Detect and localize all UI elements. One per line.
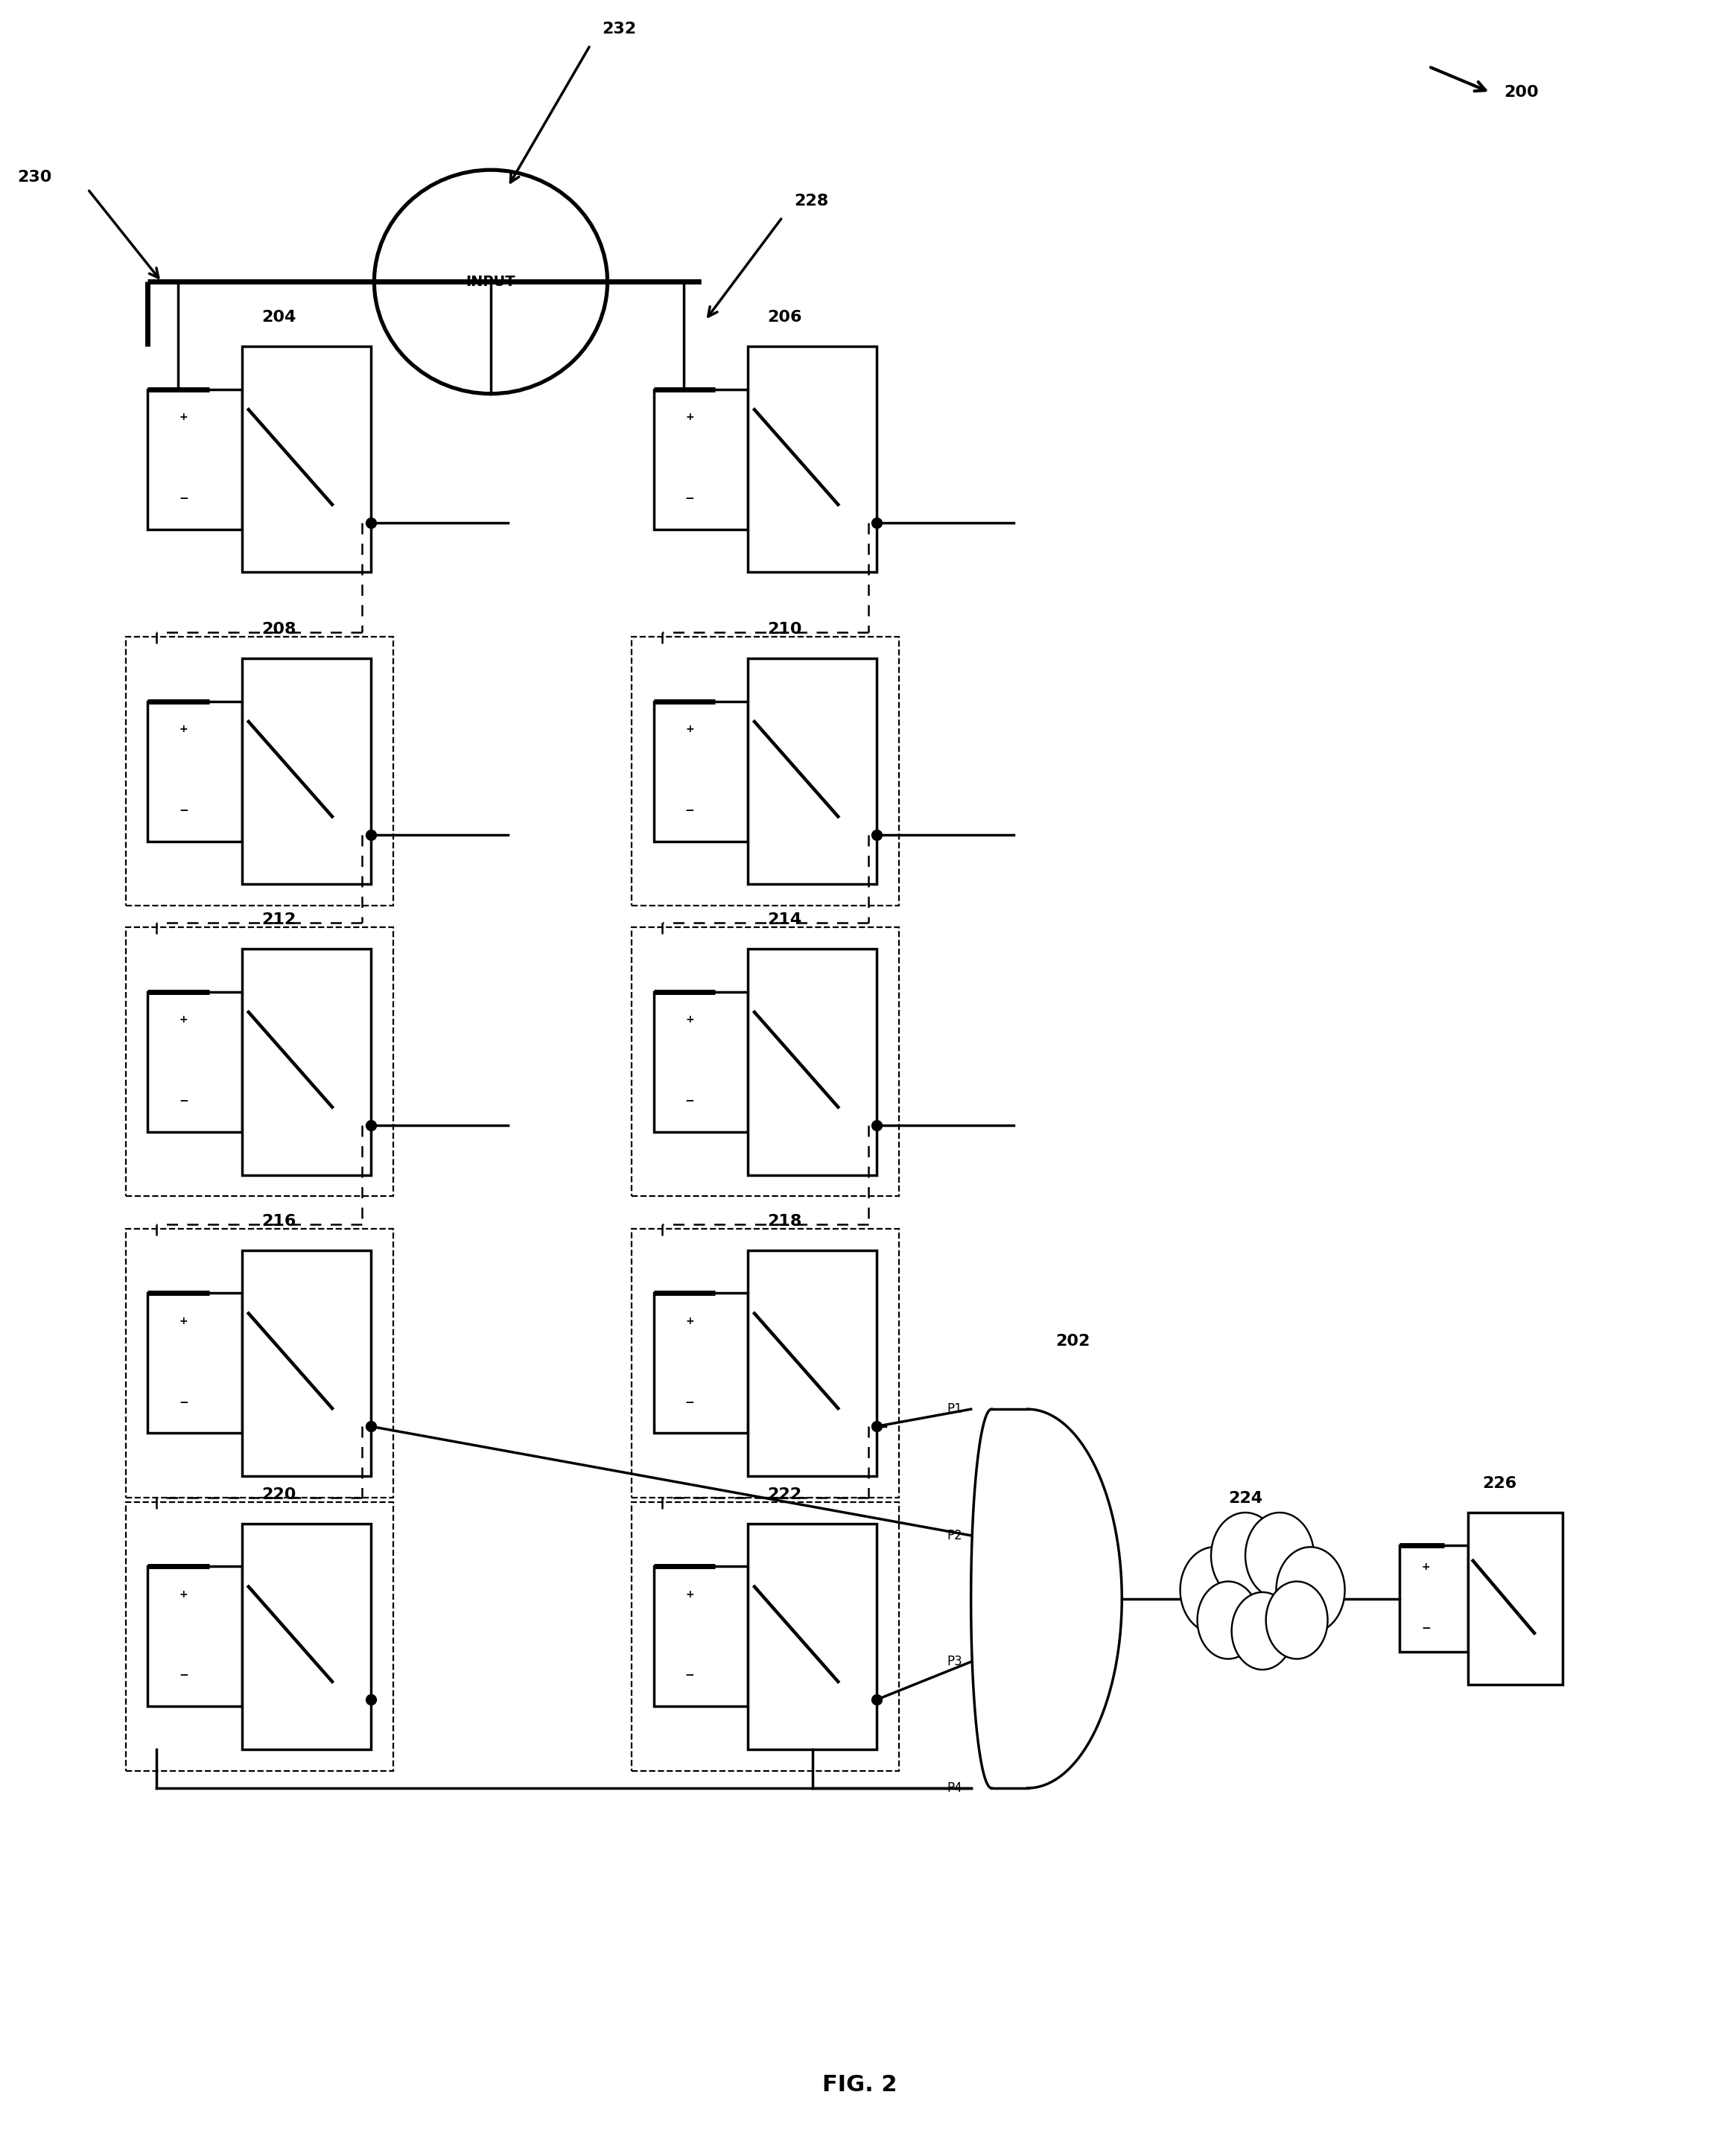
Circle shape bbox=[1245, 1514, 1313, 1598]
Point bbox=[863, 505, 890, 539]
Text: FIG. 2: FIG. 2 bbox=[822, 2074, 897, 2096]
Text: P2: P2 bbox=[947, 1529, 963, 1542]
Text: 218: 218 bbox=[767, 1214, 801, 1229]
Point bbox=[863, 817, 890, 852]
Circle shape bbox=[1212, 1514, 1279, 1598]
Text: −: − bbox=[179, 1095, 189, 1106]
Text: 200: 200 bbox=[1504, 84, 1539, 99]
Bar bbox=[748, 1250, 877, 1477]
Bar bbox=[125, 1229, 394, 1498]
Circle shape bbox=[1265, 1583, 1327, 1658]
Text: 206: 206 bbox=[767, 310, 803, 326]
Text: +: + bbox=[686, 412, 694, 423]
Text: 210: 210 bbox=[767, 621, 803, 636]
Text: −: − bbox=[684, 1095, 694, 1106]
Point bbox=[358, 1108, 385, 1143]
Bar bbox=[148, 701, 242, 841]
Point bbox=[358, 817, 385, 852]
Bar bbox=[148, 390, 242, 530]
Bar bbox=[748, 658, 877, 884]
Text: +: + bbox=[179, 412, 187, 423]
Text: P3: P3 bbox=[947, 1656, 963, 1669]
Bar bbox=[242, 949, 371, 1175]
Bar bbox=[631, 636, 899, 906]
Text: INPUT: INPUT bbox=[466, 274, 516, 289]
Text: −: − bbox=[179, 494, 189, 505]
Bar bbox=[748, 347, 877, 571]
Bar bbox=[653, 1294, 748, 1434]
Text: −: − bbox=[684, 494, 694, 505]
Circle shape bbox=[1198, 1583, 1258, 1658]
Bar bbox=[653, 390, 748, 530]
Bar bbox=[242, 1524, 371, 1749]
Point bbox=[863, 1410, 890, 1445]
Bar bbox=[1399, 1546, 1468, 1651]
Text: +: + bbox=[179, 1315, 187, 1326]
Text: +: + bbox=[686, 1589, 694, 1600]
Point bbox=[358, 1410, 385, 1445]
Text: +: + bbox=[686, 1015, 694, 1024]
Text: +: + bbox=[179, 1589, 187, 1600]
Text: 228: 228 bbox=[794, 194, 829, 209]
Text: 202: 202 bbox=[1055, 1335, 1090, 1350]
Bar bbox=[631, 1229, 899, 1498]
Circle shape bbox=[1181, 1548, 1248, 1632]
Text: −: − bbox=[1422, 1623, 1430, 1634]
Text: +: + bbox=[1422, 1561, 1430, 1572]
Circle shape bbox=[1231, 1591, 1293, 1669]
Bar bbox=[242, 1250, 371, 1477]
Text: 224: 224 bbox=[1227, 1492, 1262, 1507]
Bar bbox=[148, 992, 242, 1132]
Text: 226: 226 bbox=[1482, 1477, 1516, 1492]
Bar bbox=[148, 1294, 242, 1434]
Ellipse shape bbox=[375, 170, 607, 395]
Circle shape bbox=[1275, 1548, 1344, 1632]
Text: −: − bbox=[179, 804, 189, 817]
Text: 212: 212 bbox=[261, 912, 296, 927]
Text: −: − bbox=[684, 804, 694, 817]
Text: +: + bbox=[686, 1315, 694, 1326]
Bar bbox=[631, 927, 899, 1197]
Bar bbox=[125, 636, 394, 906]
Bar bbox=[148, 1567, 242, 1705]
Text: 208: 208 bbox=[261, 621, 296, 636]
Bar bbox=[748, 949, 877, 1175]
Text: 222: 222 bbox=[767, 1488, 801, 1503]
Text: +: + bbox=[179, 1015, 187, 1024]
Text: +: + bbox=[179, 724, 187, 735]
Point bbox=[863, 1682, 890, 1716]
Bar bbox=[653, 701, 748, 841]
Bar bbox=[125, 1503, 394, 1770]
Text: 230: 230 bbox=[17, 170, 52, 185]
Text: 204: 204 bbox=[261, 310, 296, 326]
Text: −: − bbox=[179, 1397, 189, 1408]
Text: P1: P1 bbox=[947, 1401, 963, 1416]
Text: +: + bbox=[686, 724, 694, 735]
Text: 216: 216 bbox=[261, 1214, 296, 1229]
Bar bbox=[748, 1524, 877, 1749]
Bar bbox=[242, 347, 371, 571]
Bar bbox=[631, 1503, 899, 1770]
Point bbox=[358, 1682, 385, 1716]
Text: −: − bbox=[179, 1671, 189, 1682]
Bar bbox=[653, 1567, 748, 1705]
Text: 220: 220 bbox=[261, 1488, 296, 1503]
Text: −: − bbox=[684, 1397, 694, 1408]
Text: 232: 232 bbox=[602, 22, 636, 37]
Bar bbox=[1468, 1514, 1563, 1684]
Bar bbox=[125, 927, 394, 1197]
Point bbox=[358, 505, 385, 539]
Text: 214: 214 bbox=[767, 912, 801, 927]
Text: P4: P4 bbox=[947, 1781, 963, 1794]
Bar bbox=[242, 658, 371, 884]
Point bbox=[863, 1108, 890, 1143]
Bar bbox=[653, 992, 748, 1132]
Text: −: − bbox=[684, 1671, 694, 1682]
